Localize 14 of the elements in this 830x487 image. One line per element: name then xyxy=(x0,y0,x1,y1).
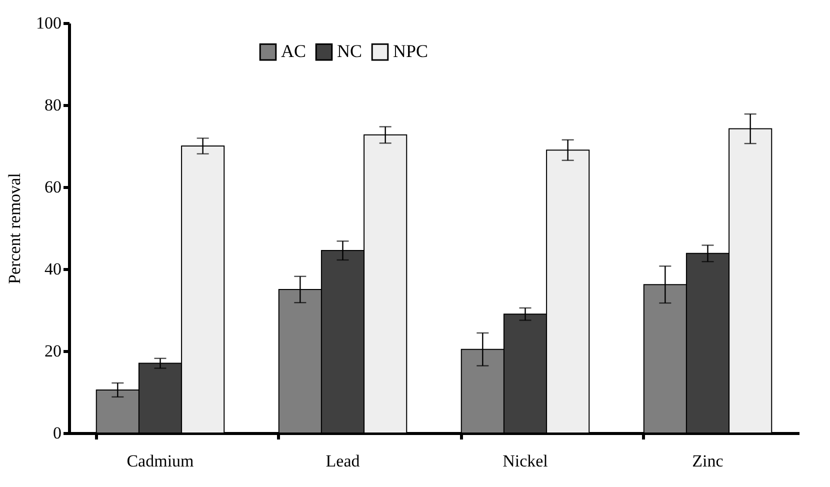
x-tick-label: Lead xyxy=(326,452,360,470)
legend-label: AC xyxy=(281,41,306,62)
x-tick-label: Nickel xyxy=(502,452,548,470)
legend-label: NC xyxy=(337,41,362,62)
x-tick-label: Zinc xyxy=(692,452,724,470)
y-tick-label: 20 xyxy=(44,342,62,360)
y-tick-label: 40 xyxy=(44,260,62,278)
x-tick-label: Cadmium xyxy=(126,452,194,470)
y-tick-label: 60 xyxy=(44,178,62,196)
legend-label: NPC xyxy=(393,41,428,62)
y-tick-label: 80 xyxy=(44,96,62,114)
y-tick-label: 100 xyxy=(36,14,62,32)
y-axis-title: Percent removal xyxy=(5,172,24,284)
y-tick-label: 0 xyxy=(53,424,62,442)
